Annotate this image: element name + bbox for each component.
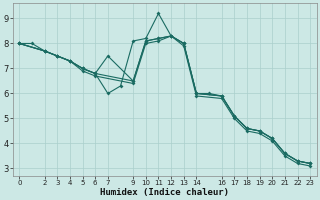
X-axis label: Humidex (Indice chaleur): Humidex (Indice chaleur) [100, 188, 229, 197]
